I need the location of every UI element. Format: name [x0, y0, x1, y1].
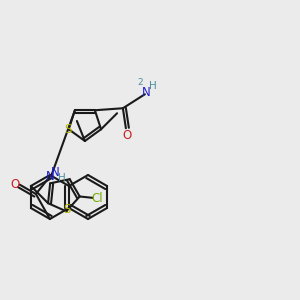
Text: 2: 2 [137, 78, 143, 87]
Text: H: H [149, 81, 157, 91]
Text: N: N [46, 169, 54, 182]
Text: O: O [122, 129, 131, 142]
Text: Cl: Cl [92, 192, 103, 205]
Text: N: N [50, 167, 59, 179]
Text: S: S [64, 203, 71, 216]
Text: O: O [10, 178, 19, 191]
Text: S: S [64, 123, 71, 136]
Text: N: N [142, 86, 150, 99]
Text: H: H [58, 173, 66, 183]
